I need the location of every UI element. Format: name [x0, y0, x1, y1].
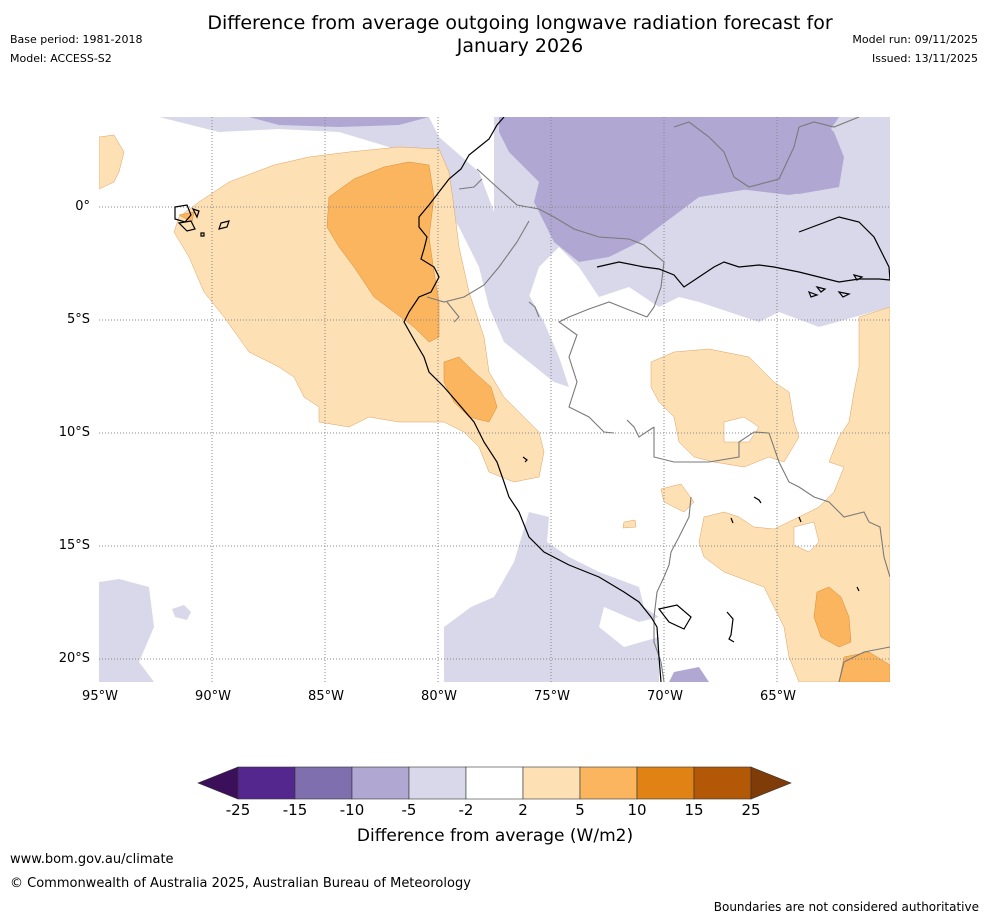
base-period-text: Base period: 1981-2018: [10, 33, 143, 46]
model-text: Model: ACCESS-S2: [10, 52, 112, 65]
issued-text: Issued: 13/11/2025: [871, 52, 978, 65]
lat-label-15s: 15°S: [58, 538, 90, 553]
colorbar-cell: [294, 766, 353, 800]
anomaly-map: [99, 117, 890, 682]
colorbar-tick-label: -25: [225, 801, 251, 819]
lon-label-75w: 75°W: [534, 689, 570, 704]
colorbar-cells: [197, 766, 792, 800]
copyright-notice: © Commonwealth of Australia 2025, Austra…: [10, 876, 471, 891]
model-run-text: Model run: 09/11/2025: [852, 33, 978, 46]
title-line-2: January 2026: [456, 35, 584, 57]
colorbar-tick-label: 5: [575, 801, 585, 819]
lat-label-20s: 20°S: [58, 651, 90, 666]
coastlines: [174, 117, 890, 682]
colorbar-tick-label: -15: [282, 801, 308, 819]
colorbar-tick-label: 10: [627, 801, 647, 819]
country-borders: [426, 117, 890, 682]
colorbar-cell: [579, 766, 638, 800]
map-canvas: [99, 117, 890, 682]
colorbar-cell: [693, 766, 752, 800]
colorbar-tick-label: -2: [458, 801, 474, 819]
colorbar-tick-label: 15: [684, 801, 704, 819]
colorbar-cell: [636, 766, 695, 800]
negative-anomaly-medium-regions: [249, 117, 844, 682]
lat-label-5s: 5°S: [66, 312, 90, 327]
colorbar-cell: [465, 766, 524, 800]
colorbar-cell: [351, 766, 410, 800]
boundaries-disclaimer: Boundaries are not considered authoritat…: [713, 900, 979, 914]
colorbar-extension-high: [750, 766, 792, 800]
lon-label-70w: 70°W: [647, 689, 683, 704]
website-url: www.bom.gov.au/climate: [10, 852, 174, 867]
colorbar-cell: [237, 766, 296, 800]
colorbar-tick-label: 2: [518, 801, 528, 819]
lat-label-10s: 10°S: [58, 425, 90, 440]
gridlines: [99, 117, 890, 682]
title-line-1: Difference from average outgoing longwav…: [207, 12, 833, 34]
colorbar-tick-label: 25: [741, 801, 761, 819]
positive-anomaly-light-regions: [99, 134, 890, 682]
lon-label-65w: 65°W: [760, 689, 796, 704]
colorbar: [197, 766, 792, 800]
colorbar-cell: [408, 766, 467, 800]
lon-label-90w: 90°W: [195, 689, 231, 704]
lon-label-80w: 80°W: [421, 689, 457, 704]
colorbar-cell: [522, 766, 581, 800]
colorbar-tick-label: -5: [401, 801, 417, 819]
lon-label-85w: 85°W: [308, 689, 344, 704]
colorbar-tick-label: -10: [339, 801, 365, 819]
lat-label-0: 0°: [75, 199, 90, 214]
lon-label-95w: 95°W: [82, 689, 118, 704]
chart-title: Difference from average outgoing longwav…: [150, 12, 890, 58]
colorbar-label: Difference from average (W/m2): [356, 826, 634, 846]
colorbar-extension-low: [197, 766, 239, 800]
